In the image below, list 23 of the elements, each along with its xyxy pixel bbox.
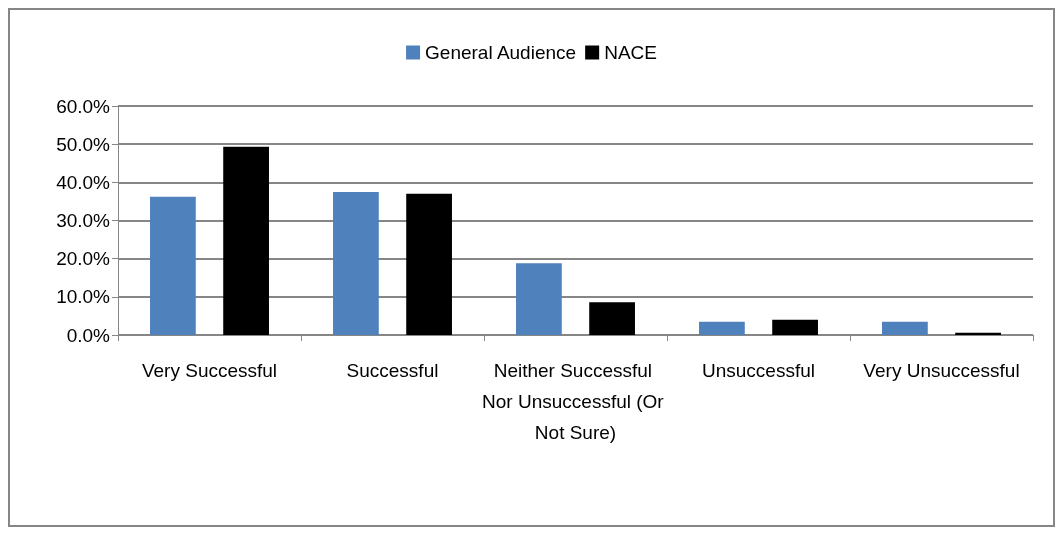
x-tick-label: Very Successful — [141, 360, 278, 381]
bar — [333, 191, 379, 335]
bar — [772, 319, 818, 335]
bar — [406, 193, 452, 335]
legend-label: NACE — [604, 42, 657, 63]
x-tick-label: Neither Successful Nor Unsuccessful (Or Not Sure) — [482, 360, 669, 443]
y-tick-label: 20.0% — [56, 248, 111, 270]
legend-label: General Audience — [425, 42, 577, 63]
y-tick-label: 0.0% — [66, 324, 111, 346]
y-tick-label: 30.0% — [56, 210, 111, 231]
bar — [223, 146, 269, 335]
bar — [882, 321, 928, 335]
x-tick-label: Unsuccessful — [702, 360, 815, 381]
y-tick-label: 60.0% — [56, 95, 111, 117]
y-tick-label: 40.0% — [56, 171, 111, 193]
bar — [699, 321, 745, 335]
y-tick-label: 10.0% — [56, 286, 111, 308]
x-tick-label: Successful — [346, 360, 439, 381]
bar — [589, 302, 635, 335]
bar — [516, 263, 562, 335]
x-tick-label: Very Unsuccessful — [863, 360, 1020, 381]
y-tick-label: 50.0% — [56, 133, 111, 155]
bar — [150, 196, 196, 335]
